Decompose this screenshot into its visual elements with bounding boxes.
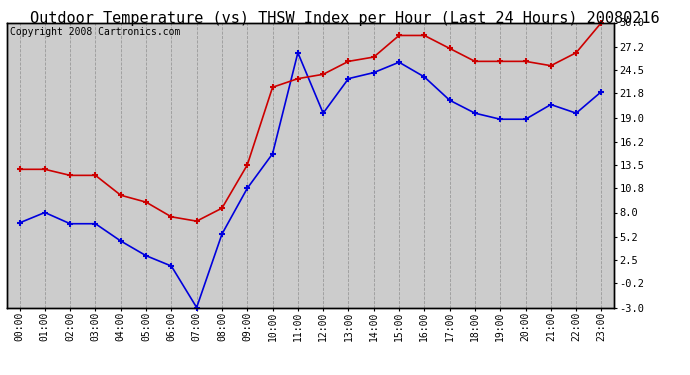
Text: Outdoor Temperature (vs) THSW Index per Hour (Last 24 Hours) 20080216: Outdoor Temperature (vs) THSW Index per … — [30, 11, 660, 26]
Text: Copyright 2008 Cartronics.com: Copyright 2008 Cartronics.com — [10, 27, 180, 37]
